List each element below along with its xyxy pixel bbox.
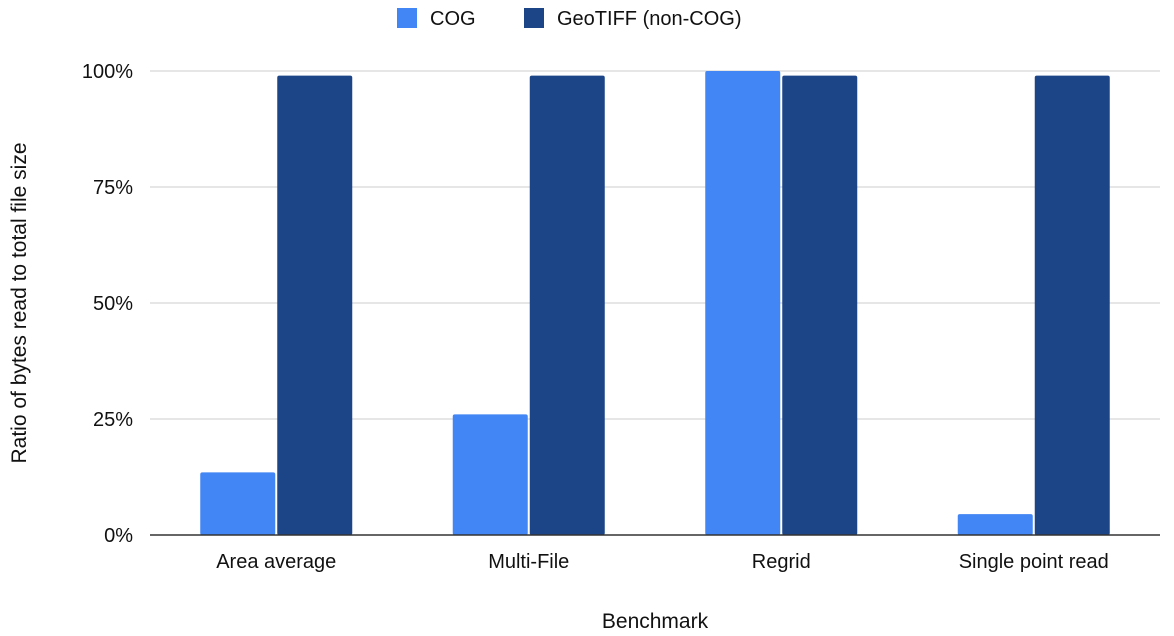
bar: [452, 414, 528, 535]
bar: [705, 71, 781, 535]
bar: [277, 75, 353, 535]
legend-swatch-cog: [397, 8, 417, 28]
x-axis-ticks: Area average Multi-File Regrid Single point…: [216, 551, 1109, 573]
x-tick-label: Regrid: [752, 551, 811, 573]
bar: [782, 75, 858, 535]
legend-swatch-geotiff: [524, 8, 544, 28]
y-axis-ticks: 0% 25% 50% 75% 100%: [82, 61, 133, 547]
bars: [200, 71, 1110, 535]
y-tick-label: 100%: [82, 61, 133, 83]
legend: COG GeoTIFF (non-COG): [397, 8, 741, 30]
x-tick-label: Single point read: [959, 551, 1109, 573]
bar: [529, 75, 605, 535]
legend-label-geotiff: GeoTIFF (non-COG): [557, 8, 741, 30]
y-axis-title: Ratio of bytes read to total file size: [8, 143, 31, 464]
x-tick-label: Multi-File: [488, 551, 569, 573]
x-axis-title: Benchmark: [602, 610, 709, 633]
bar: [1034, 75, 1110, 535]
y-tick-label: 0%: [104, 525, 133, 547]
bar: [957, 514, 1033, 535]
y-tick-label: 50%: [93, 293, 133, 315]
bar: [200, 472, 276, 535]
legend-label-cog: COG: [430, 8, 476, 30]
y-tick-label: 25%: [93, 409, 133, 431]
y-tick-label: 75%: [93, 177, 133, 199]
x-tick-label: Area average: [216, 551, 336, 573]
